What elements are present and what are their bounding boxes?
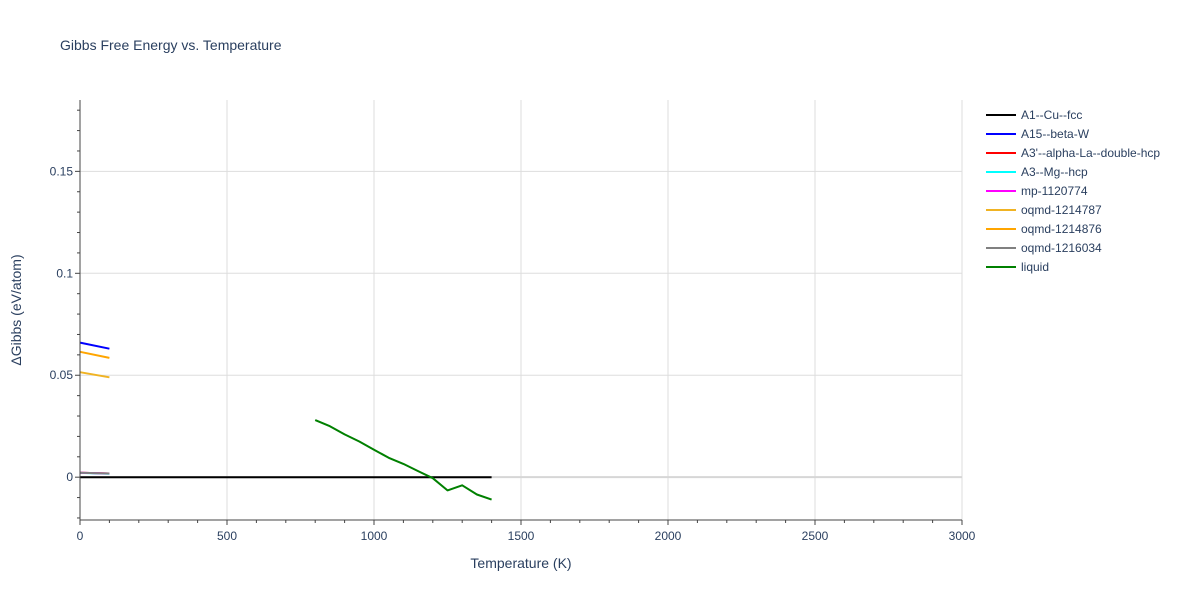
legend-item[interactable]: A15--beta-W [986, 127, 1090, 141]
legend-label: A1--Cu--fcc [1021, 108, 1082, 122]
series-line-liquid [314, 419, 492, 501]
legend-label: A3'--alpha-La--double-hcp [1021, 146, 1160, 160]
x-tick-label: 2000 [655, 529, 682, 543]
legend-item[interactable]: oqmd-1214787 [986, 203, 1102, 217]
legend-label: oqmd-1214876 [1021, 222, 1102, 236]
legend-item[interactable]: A1--Cu--fcc [986, 108, 1082, 122]
legend-item[interactable]: A3'--alpha-La--double-hcp [986, 146, 1160, 160]
series-lines [79, 341, 492, 501]
y-tick-label: 0.05 [50, 368, 74, 382]
x-tick-label: 1500 [508, 529, 535, 543]
legend-item[interactable]: mp-1120774 [986, 184, 1088, 198]
x-axis-label: Temperature (K) [470, 555, 571, 571]
y-axis-label: ΔGibbs (eV/atom) [8, 254, 24, 365]
legend-label: oqmd-1216034 [1021, 241, 1102, 255]
x-tick-label: 500 [217, 529, 237, 543]
legend-item[interactable]: liquid [986, 260, 1049, 274]
y-tick-label: 0 [66, 470, 73, 484]
series-line-oqmd-1216034 [79, 471, 110, 475]
series-line-oqmd-1214787 [79, 371, 110, 379]
legend-label: mp-1120774 [1021, 184, 1088, 198]
legend-label: A15--beta-W [1021, 127, 1090, 141]
legend-item[interactable]: oqmd-1214876 [986, 222, 1102, 236]
legend-label: A3--Mg--hcp [1021, 165, 1088, 179]
legend-item[interactable]: oqmd-1216034 [986, 241, 1102, 255]
chart-title: Gibbs Free Energy vs. Temperature [60, 37, 282, 53]
legend-label: liquid [1021, 260, 1049, 274]
legend-item[interactable]: A3--Mg--hcp [986, 165, 1088, 179]
series-line-A15--beta-W [79, 341, 110, 350]
grid-lines [80, 100, 963, 520]
y-tick-label: 0.15 [50, 164, 74, 178]
axes: 0 500 1000 1500 2000 2500 3000 0 0.05 0.1 0.15 [50, 100, 976, 543]
series-line-oqmd-1214876 [79, 350, 110, 359]
x-tick-label: 3000 [949, 529, 976, 543]
x-tick-label: 2500 [802, 529, 829, 543]
legend-label: oqmd-1214787 [1021, 203, 1102, 217]
x-tick-label: 1000 [361, 529, 388, 543]
y-tick-label: 0.1 [56, 266, 73, 280]
legend[interactable]: A1--Cu--fcc A15--beta-W A3'--alpha-La--dou… [986, 108, 1160, 274]
x-tick-label: 0 [77, 529, 84, 543]
